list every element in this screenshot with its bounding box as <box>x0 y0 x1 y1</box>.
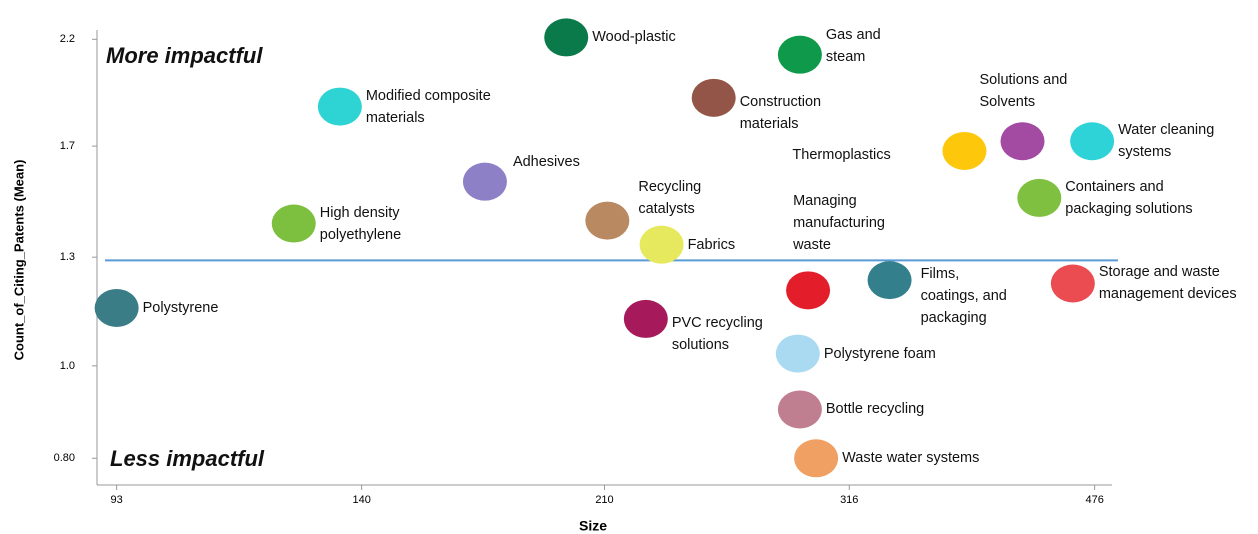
point-label: Waste water systems <box>842 450 980 467</box>
bubble <box>775 334 820 373</box>
annotation: More impactful <box>106 43 263 68</box>
point-label: PVC recycling solutions <box>671 314 763 353</box>
y-axis-label: Count_of_Citing_Patents (Mean) <box>11 160 26 361</box>
bubble <box>94 288 139 327</box>
x-tick-label: 316 <box>840 494 858 506</box>
y-tick-label: 1.7 <box>60 140 75 152</box>
y-tick-label: 1.3 <box>60 251 75 263</box>
x-tick-label: 93 <box>111 494 123 506</box>
point-label: Storage and waste management devices <box>1098 264 1237 303</box>
bubble <box>1000 122 1045 161</box>
point-label: Containers and packaging solutions <box>1065 178 1193 217</box>
point-label: Films, coatings, and packaging <box>920 266 1007 327</box>
bubble <box>942 131 987 170</box>
bubble <box>585 201 630 240</box>
bubble <box>1070 122 1115 161</box>
point-label: Construction materials <box>739 93 822 132</box>
point-label: Bottle recycling <box>825 401 925 418</box>
point-label: Water cleaning systems <box>1118 122 1215 161</box>
y-tick-label: 1.0 <box>60 360 75 372</box>
point-label: High density polyethylene <box>319 204 402 243</box>
point-label: Solutions and Solvents <box>979 72 1068 111</box>
bubble <box>1050 264 1095 303</box>
bubble <box>623 299 668 338</box>
x-tick-label: 210 <box>595 494 613 506</box>
point-label: Polystyrene foam <box>823 345 936 362</box>
point-label: Managing manufacturing waste <box>793 193 885 254</box>
point-label: Recycling catalysts <box>638 178 702 217</box>
point-label: Polystyrene <box>142 299 219 316</box>
annotation: Less impactful <box>110 446 265 471</box>
bubble <box>777 35 822 74</box>
bubble <box>786 271 831 310</box>
x-axis-label: Size <box>579 518 607 534</box>
bubble <box>794 439 839 478</box>
point-label: Thermoplastics <box>792 146 891 163</box>
bubble <box>867 261 912 300</box>
x-tick-label: 140 <box>352 494 370 506</box>
bubble <box>639 225 684 264</box>
bubble <box>271 204 316 243</box>
bubble <box>777 390 822 429</box>
point-label: Adhesives <box>512 153 580 170</box>
point-label: Gas and steam <box>825 26 881 65</box>
bubble <box>691 78 736 117</box>
x-tick-label: 476 <box>1085 494 1103 506</box>
bubble <box>317 87 362 126</box>
y-tick-label: 0.80 <box>54 452 75 464</box>
point-label: Modified composite materials <box>365 87 491 126</box>
point-label: Fabrics <box>687 236 736 253</box>
point-label: Wood-plastic <box>592 29 676 46</box>
bubble <box>462 162 507 201</box>
bubble <box>1017 178 1062 217</box>
bubble <box>544 18 589 57</box>
y-tick-label: 2.2 <box>60 33 75 45</box>
